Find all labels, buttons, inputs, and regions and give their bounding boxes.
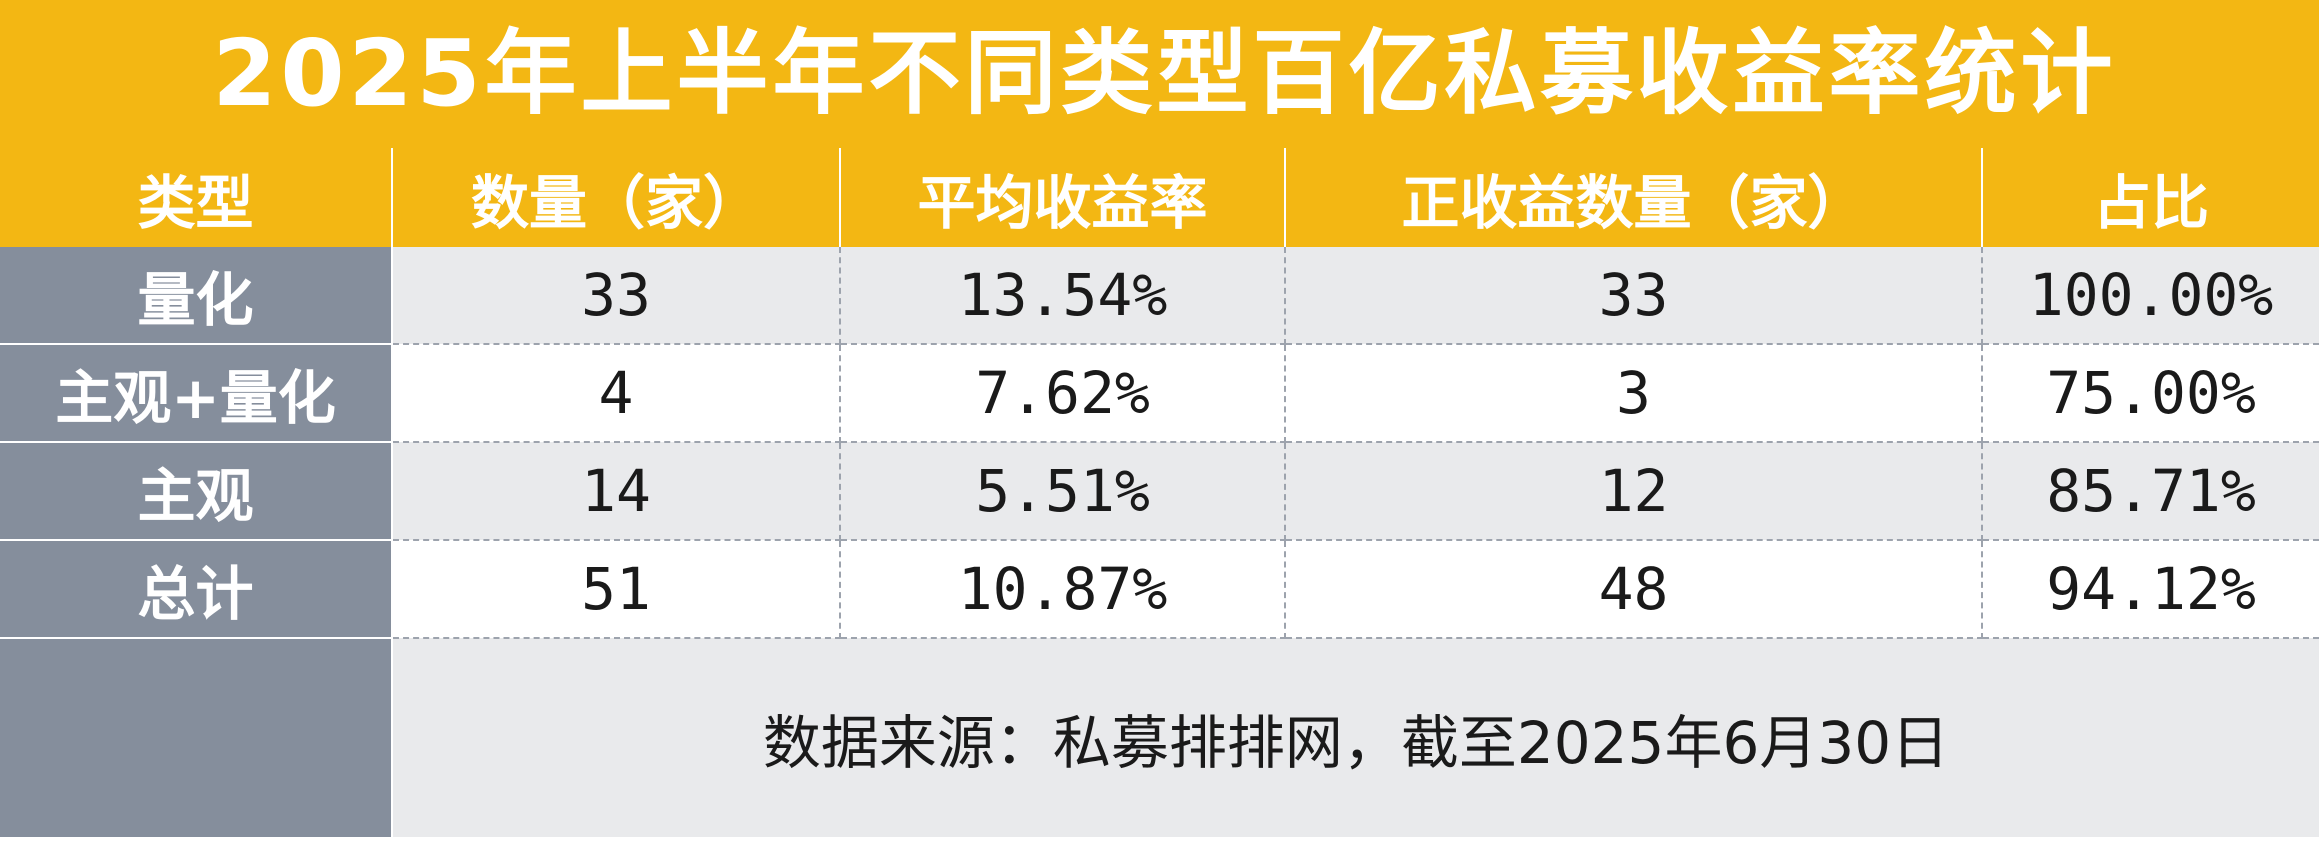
cell-positive-count: 33	[1285, 247, 1983, 345]
cell-count: 51	[392, 540, 841, 639]
cell-avg-return: 10.87%	[840, 540, 1286, 639]
row-type: 主观+量化	[0, 344, 393, 443]
table-row: 主观 14 5.51% 12 85.71%	[0, 442, 2319, 541]
header-type: 类型	[0, 148, 393, 247]
cell-ratio: 75.00%	[1982, 344, 2319, 443]
cell-count: 33	[392, 247, 841, 345]
row-type: 主观	[0, 442, 393, 541]
cell-positive-count: 12	[1285, 442, 1983, 541]
header-row: 类型 数量（家） 平均收益率 正收益数量（家） 占比	[0, 148, 2319, 247]
cell-positive-count: 48	[1285, 540, 1983, 639]
cell-count: 14	[392, 442, 841, 541]
row-type: 总计	[0, 540, 393, 639]
source-row-blank	[0, 638, 393, 837]
table-row: 量化 33 13.54% 33 100.00%	[0, 247, 2319, 345]
cell-avg-return: 5.51%	[840, 442, 1286, 541]
header-count: 数量（家）	[392, 148, 841, 247]
cell-avg-return: 13.54%	[840, 247, 1286, 345]
cell-avg-return: 7.62%	[840, 344, 1286, 443]
cell-count: 4	[392, 344, 841, 443]
table-row: 总计 51 10.87% 48 94.12%	[0, 540, 2319, 639]
header-ratio: 占比	[1982, 148, 2319, 247]
source-row: 数据来源：私募排排网，截至2025年6月30日	[0, 638, 2319, 837]
header-positive-count: 正收益数量（家）	[1285, 148, 1983, 247]
table-title: 2025年上半年不同类型百亿私募收益率统计	[0, 0, 2319, 148]
cell-positive-count: 3	[1285, 344, 1983, 443]
cell-ratio: 100.00%	[1982, 247, 2319, 345]
cell-ratio: 85.71%	[1982, 442, 2319, 541]
returns-table: 类型 数量（家） 平均收益率 正收益数量（家） 占比 量化 33 13.54% …	[0, 148, 2319, 837]
source-note: 数据来源：私募排排网，截至2025年6月30日	[391, 638, 2319, 837]
table-row: 主观+量化 4 7.62% 3 75.00%	[0, 344, 2319, 443]
header-avg-return: 平均收益率	[840, 148, 1286, 247]
cell-ratio: 94.12%	[1982, 540, 2319, 639]
row-type: 量化	[0, 247, 393, 345]
